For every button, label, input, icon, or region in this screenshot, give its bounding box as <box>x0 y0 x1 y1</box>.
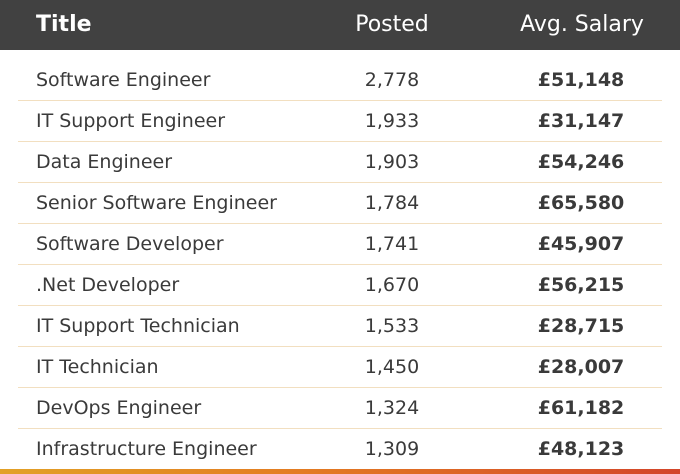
cell-posted: 1,741 <box>364 233 420 255</box>
cell-avg-salary: £56,215 <box>537 274 625 296</box>
table-row: Data Engineer 1,903 £54,246 <box>18 142 662 183</box>
cell-posted: 1,903 <box>364 151 420 173</box>
cell-avg-salary: £48,123 <box>537 438 625 460</box>
table-row: Infrastructure Engineer 1,309 £48,123 <box>18 429 662 470</box>
table-row: .Net Developer 1,670 £56,215 <box>18 265 662 306</box>
cell-posted: 1,784 <box>364 192 420 214</box>
cell-title: Infrastructure Engineer <box>36 438 257 460</box>
cell-avg-salary: £31,147 <box>537 110 625 132</box>
cell-title: IT Support Technician <box>36 315 240 337</box>
cell-avg-salary: £28,715 <box>537 315 625 337</box>
cell-title: DevOps Engineer <box>36 397 202 419</box>
cell-posted: 1,933 <box>364 110 420 132</box>
table-body: Software Engineer 2,778 £51,148 IT Suppo… <box>0 60 680 470</box>
table-row: Software Engineer 2,778 £51,148 <box>18 60 662 101</box>
accent-gradient-bar <box>0 469 680 474</box>
cell-avg-salary: £54,246 <box>537 151 625 173</box>
cell-avg-salary: £51,148 <box>537 69 625 91</box>
cell-posted: 1,533 <box>364 315 420 337</box>
cell-avg-salary: £61,182 <box>537 397 625 419</box>
cell-posted: 1,450 <box>364 356 420 378</box>
column-header-posted: Posted <box>355 12 429 37</box>
cell-title: Software Developer <box>36 233 224 255</box>
column-header-avg-salary: Avg. Salary <box>520 12 644 37</box>
cell-title: IT Technician <box>36 356 159 378</box>
table-row: IT Support Technician 1,533 £28,715 <box>18 306 662 347</box>
table-row: Senior Software Engineer 1,784 £65,580 <box>18 183 662 224</box>
cell-title: .Net Developer <box>36 274 180 296</box>
table-row: Software Developer 1,741 £45,907 <box>18 224 662 265</box>
cell-posted: 1,324 <box>364 397 420 419</box>
cell-title: Senior Software Engineer <box>36 192 277 214</box>
table-row: IT Technician 1,450 £28,007 <box>18 347 662 388</box>
table-row: DevOps Engineer 1,324 £61,182 <box>18 388 662 429</box>
cell-title: IT Support Engineer <box>36 110 226 132</box>
table-header: Title Posted Avg. Salary <box>0 0 680 50</box>
table-row: IT Support Engineer 1,933 £31,147 <box>18 101 662 142</box>
cell-avg-salary: £45,907 <box>537 233 625 255</box>
cell-posted: 2,778 <box>364 69 420 91</box>
cell-posted: 1,670 <box>364 274 420 296</box>
cell-title: Data Engineer <box>36 151 173 173</box>
cell-title: Software Engineer <box>36 69 211 91</box>
cell-avg-salary: £28,007 <box>537 356 625 378</box>
cell-posted: 1,309 <box>364 438 420 460</box>
column-header-title: Title <box>36 12 92 37</box>
cell-avg-salary: £65,580 <box>537 192 625 214</box>
